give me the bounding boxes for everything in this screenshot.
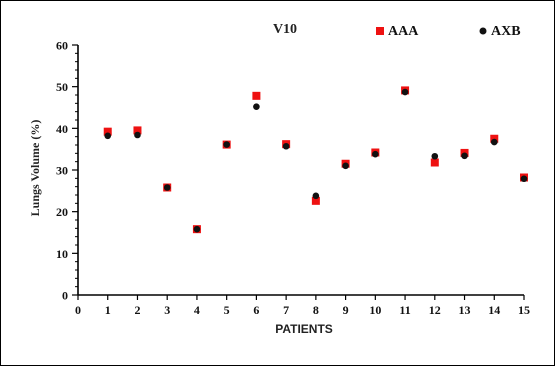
- x-axis-label: PATIENTS: [275, 322, 333, 336]
- x-tick-label: 0: [75, 303, 81, 317]
- point-aaa: [490, 134, 499, 143]
- point-aaa: [133, 126, 142, 135]
- legend-label-axb: AXB: [491, 24, 521, 39]
- legend-marker-axb: [479, 27, 487, 35]
- y-tick-label: 60: [56, 39, 68, 53]
- x-tick-label: 8: [313, 303, 319, 317]
- y-tick-label: 50: [56, 80, 68, 94]
- point-axb: [134, 131, 141, 139]
- data-points: [103, 86, 528, 234]
- point-axb: [312, 192, 320, 200]
- point-axb: [163, 184, 171, 191]
- legend: AAA AXB: [376, 24, 521, 39]
- y-axis-label: Lungs Volume (%): [28, 120, 42, 217]
- y-tick-label: 10: [56, 247, 68, 261]
- point-aaa: [103, 127, 112, 136]
- point-axb: [193, 225, 201, 233]
- point-axb: [461, 152, 468, 160]
- axes: [72, 44, 525, 300]
- point-axb: [253, 103, 260, 110]
- point-aaa: [430, 158, 439, 167]
- chart-title: V10: [273, 22, 297, 37]
- y-tick-label: 40: [56, 122, 68, 136]
- x-tick-label: 3: [164, 303, 170, 317]
- point-aaa: [311, 196, 320, 205]
- point-aaa: [252, 91, 261, 100]
- x-tick-label: 6: [253, 303, 259, 317]
- point-axb: [490, 138, 498, 146]
- x-tick-label: 13: [459, 303, 471, 317]
- x-tick-label: 10: [369, 303, 381, 317]
- legend-label-aaa: AAA: [388, 24, 419, 39]
- point-axb: [104, 132, 112, 140]
- point-axb: [372, 150, 379, 158]
- x-tick-label: 5: [224, 303, 230, 317]
- point-axb: [223, 141, 230, 148]
- x-tick-label: 1: [105, 303, 111, 317]
- x-tick-label: 9: [343, 303, 349, 317]
- y-tick-label: 30: [56, 164, 68, 178]
- point-axb: [342, 162, 349, 170]
- point-axb: [282, 142, 290, 150]
- x-tick-label: 7: [283, 303, 289, 317]
- point-axb: [520, 175, 528, 183]
- point-axb: [401, 88, 409, 96]
- x-tick-label: 12: [429, 303, 441, 317]
- x-tick-label: 11: [399, 303, 410, 317]
- x-tick-label: 15: [518, 303, 530, 317]
- y-tick-label: 20: [56, 205, 68, 219]
- y-tick-label: 0: [62, 289, 68, 303]
- point-axb: [431, 152, 439, 160]
- legend-marker-aaa: [376, 27, 384, 35]
- x-tick-label: 2: [134, 303, 140, 317]
- x-tick-label: 14: [488, 303, 500, 317]
- x-tick-label: 4: [194, 303, 200, 317]
